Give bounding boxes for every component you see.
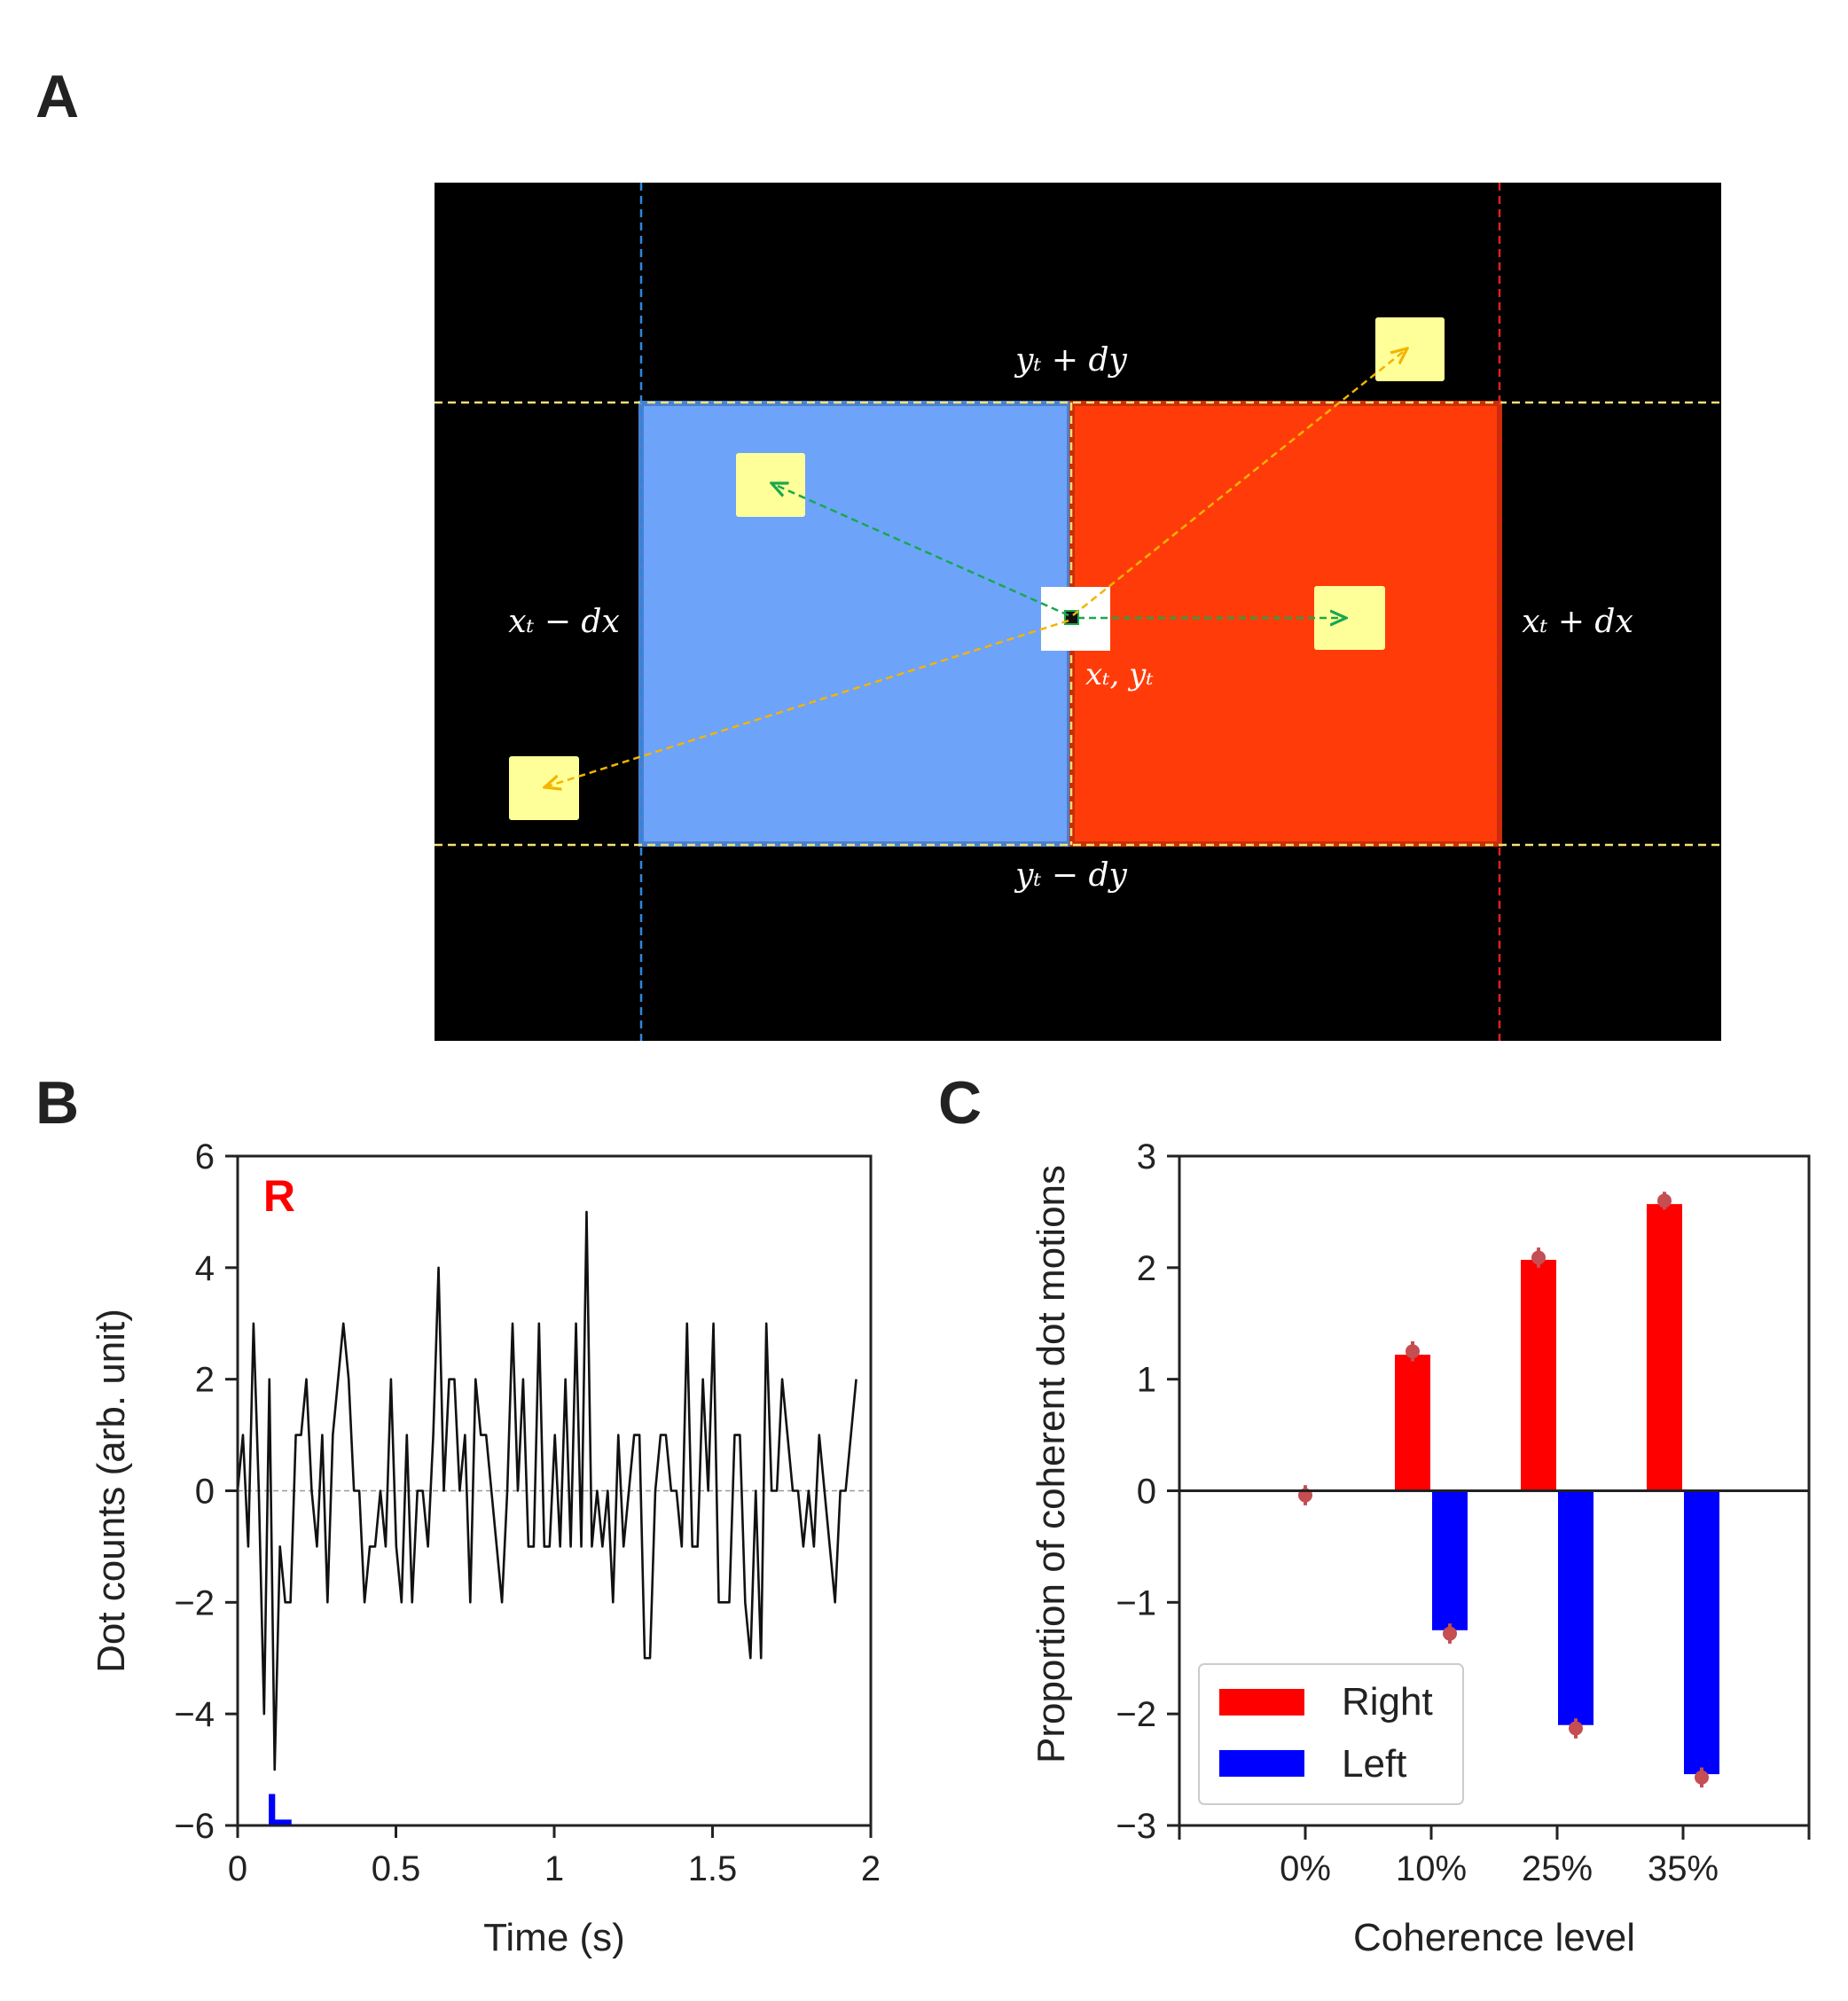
annotation-left: L (266, 1785, 294, 1834)
x-tick-label: 1 (544, 1849, 564, 1888)
annotation-right: R (263, 1171, 295, 1221)
y-tick-label: −1 (1116, 1583, 1156, 1622)
chart-b: 0 0.5 1 1.5 2 −6 −4 −2 0 2 4 6 R L Time (s) Dot co… (90, 1137, 881, 1959)
x-tick-label: 35% (1648, 1849, 1719, 1888)
mean-left-marker (1695, 1770, 1709, 1785)
y-tick-label: −3 (1116, 1807, 1156, 1846)
label-bottom: yₜ − dy (1014, 857, 1127, 894)
dot-lower-left (509, 756, 579, 820)
panel-label-a: A (35, 63, 80, 130)
y-tick-label: 0 (195, 1473, 215, 1512)
bar-right (1647, 1204, 1682, 1491)
x-tick-label: 25% (1522, 1849, 1593, 1888)
legend-label-right: Right (1342, 1680, 1433, 1724)
x-axis-label: Coherence level (1353, 1916, 1635, 1959)
mean-left-marker (1569, 1721, 1583, 1736)
bar-left (1432, 1490, 1468, 1630)
y-tick-label: 6 (195, 1137, 215, 1176)
chart-c: 0% 10% 25% 35% −3 −2 −1 0 1 2 3 Coherence level P… (1030, 1137, 1811, 1959)
dot-upper-right (1375, 317, 1445, 381)
x-tick-label: 10% (1396, 1849, 1467, 1888)
legend: Right Left (1198, 1663, 1464, 1805)
x-tick-label: 1.5 (688, 1849, 738, 1888)
y-tick-label: 1 (1137, 1361, 1156, 1400)
arrow-to-upper-left (771, 483, 1069, 617)
x-tick-label: 0.5 (372, 1849, 421, 1888)
legend-label-left: Left (1342, 1742, 1406, 1786)
mean-left-marker (1443, 1626, 1457, 1641)
error-bars (1298, 1192, 1709, 1788)
bar-left (1558, 1490, 1594, 1725)
bar-left (1684, 1490, 1719, 1775)
x-axis-label: Time (s) (483, 1916, 625, 1959)
y-tick-label: 4 (195, 1249, 215, 1288)
right-region-box (1069, 401, 1502, 847)
x-axis: 0 0.5 1 1.5 2 (228, 1825, 881, 1888)
label-right: xₜ + dx (1522, 604, 1633, 640)
dot-right (1314, 586, 1385, 650)
y-tick-label: 2 (195, 1361, 215, 1400)
mean-right-marker (1531, 1250, 1546, 1265)
y-axis-label: Dot counts (arb. unit) (90, 1309, 133, 1673)
y-tick-label: −2 (174, 1583, 215, 1622)
x-axis: 0% 10% 25% 35% (1178, 1825, 1811, 1888)
series-line (236, 1210, 857, 1771)
y-tick-label: −6 (174, 1807, 215, 1846)
y-tick-label: −2 (1116, 1695, 1156, 1734)
y-axis-label: Proportion of coherent dot motions (1030, 1165, 1073, 1763)
y-axis: −3 −2 −1 0 1 2 3 (1116, 1137, 1179, 1846)
y-tick-label: 2 (1137, 1249, 1156, 1288)
label-left: xₜ − dx (508, 604, 620, 640)
bar-right (1395, 1354, 1430, 1491)
bar-right (1521, 1260, 1556, 1491)
panel-label-b: B (35, 1069, 80, 1137)
x-tick-label: 0 (228, 1849, 247, 1888)
y-axis: −6 −4 −2 0 2 4 6 (174, 1137, 238, 1846)
bars (1395, 1204, 1719, 1775)
legend-swatch-right (1219, 1689, 1304, 1716)
y-tick-label: 3 (1137, 1137, 1156, 1176)
y-tick-label: 0 (1137, 1473, 1156, 1512)
diagram-a: yₜ + dy yₜ − dy xₜ − dx xₜ + dx xₜ, yₜ (435, 183, 1721, 1041)
y-tick-label: −4 (174, 1695, 215, 1734)
label-center: xₜ, yₜ (1085, 657, 1154, 692)
label-top: yₜ + dy (1014, 342, 1127, 379)
x-tick-label: 2 (861, 1849, 881, 1888)
arrow-to-upper-right (1072, 348, 1407, 616)
x-tick-label: 0% (1280, 1849, 1331, 1888)
dot-upper-left (736, 453, 805, 517)
panel-label-c: C (938, 1069, 983, 1137)
left-region-box (638, 401, 1072, 847)
legend-swatch-left (1219, 1750, 1304, 1777)
mean-right-marker (1657, 1193, 1672, 1208)
mean-right-marker (1406, 1344, 1420, 1359)
